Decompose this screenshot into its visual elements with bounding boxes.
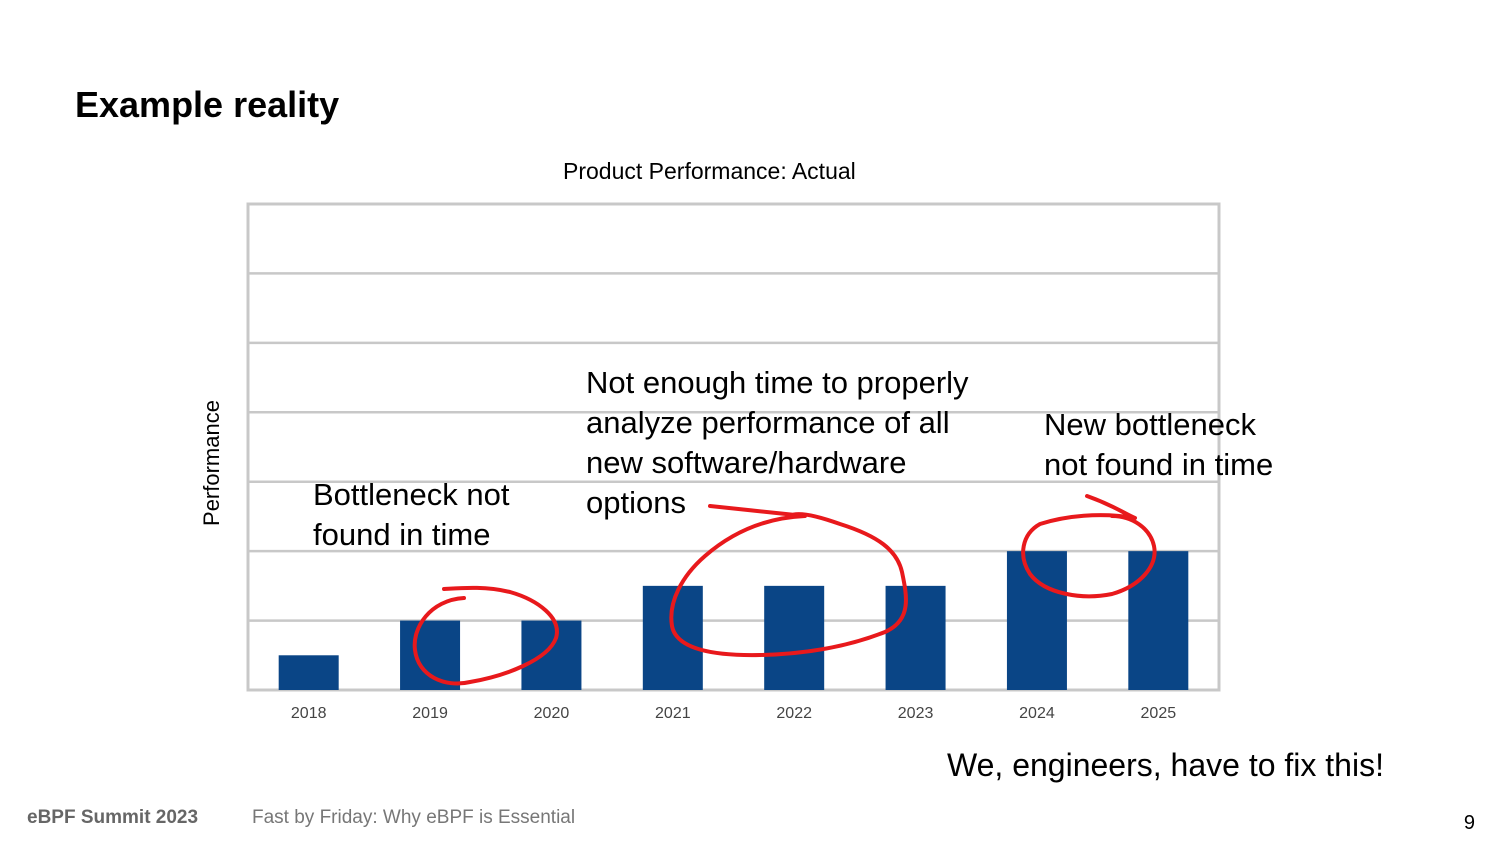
- x-tick-label: 2023: [898, 705, 934, 722]
- ink-circle-2024-2025: [1021, 494, 1157, 599]
- ink-circle-2019-2020: [412, 585, 559, 686]
- x-tick-label: 2024: [1019, 705, 1055, 722]
- annotation-ink-layer: [412, 494, 1157, 686]
- x-tick-label: 2022: [776, 705, 812, 722]
- x-tick-label: 2021: [655, 705, 691, 722]
- slide-title: Example reality: [75, 84, 340, 125]
- bar-2018: [278, 655, 339, 690]
- chart-title: Product Performance: Actual: [563, 158, 856, 184]
- bar-layer: [278, 551, 1189, 690]
- tick-layer: 2018 2019 2020 2021 2022 2023 2024 2025: [291, 705, 1176, 722]
- x-tick-label: 2020: [534, 705, 570, 722]
- x-tick-label: 2018: [291, 705, 327, 722]
- conclusion-text: We, engineers, have to fix this!: [947, 747, 1384, 783]
- bar-2020: [521, 620, 582, 690]
- page-number: 9: [1463, 812, 1475, 834]
- ink-circle-2021-2023: [669, 504, 908, 658]
- bar-2024: [1006, 551, 1067, 690]
- footer-event: eBPF Summit 2023: [27, 807, 199, 828]
- footer-talk-title: Fast by Friday: Why eBPF is Essential: [252, 807, 576, 828]
- annotation-bottleneck-2019: Bottleneck not found in time: [313, 477, 510, 552]
- x-tick-label: 2019: [412, 705, 448, 722]
- annotation-new-bottleneck: New bottleneck not found in time: [1044, 407, 1274, 482]
- annotation-not-enough-time: Not enough time to properly analyze perf…: [586, 365, 969, 520]
- x-tick-label: 2025: [1141, 705, 1177, 722]
- bar-2023: [885, 585, 946, 690]
- bar-2025: [1128, 551, 1189, 690]
- plot-frame: [246, 202, 1221, 692]
- bar-2019: [400, 620, 461, 690]
- bar-2022: [764, 585, 825, 690]
